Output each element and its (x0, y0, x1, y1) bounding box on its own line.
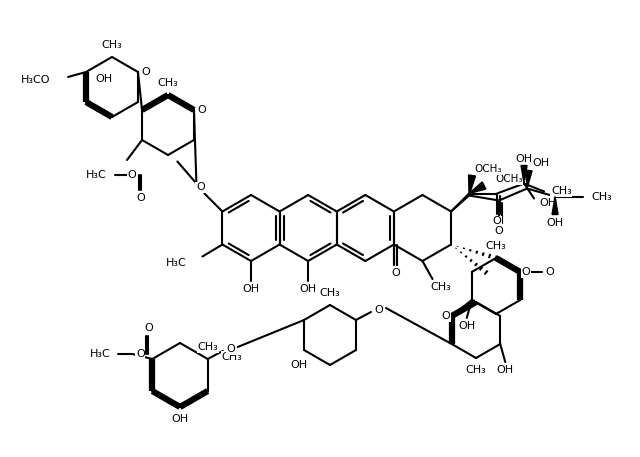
Text: CH₃: CH₃ (551, 186, 572, 197)
Text: OH: OH (515, 154, 532, 164)
Text: O: O (227, 344, 235, 354)
Text: O: O (141, 67, 150, 77)
Text: H₃C: H₃C (90, 349, 110, 359)
Polygon shape (521, 165, 527, 184)
Text: O: O (546, 267, 555, 277)
Text: O: O (374, 305, 383, 315)
Text: H₃CO: H₃CO (20, 75, 50, 85)
Text: OH: OH (95, 74, 113, 84)
Polygon shape (552, 197, 558, 214)
Text: OH: OH (532, 159, 549, 169)
Text: OH: OH (172, 414, 189, 424)
Polygon shape (469, 182, 486, 193)
Text: O: O (198, 105, 206, 115)
Text: CH₃: CH₃ (430, 282, 451, 292)
Text: O: O (144, 323, 153, 333)
Text: O: O (196, 182, 205, 192)
Text: CH₃: CH₃ (102, 40, 122, 50)
Text: O: O (391, 267, 400, 277)
Text: O: O (127, 170, 136, 180)
Text: CH₃: CH₃ (466, 365, 486, 375)
Text: CH₃: CH₃ (157, 78, 179, 88)
Text: OH: OH (497, 365, 514, 375)
Text: O: O (522, 267, 531, 277)
Text: CH₃: CH₃ (319, 288, 340, 298)
Text: O: O (137, 193, 145, 203)
Text: O: O (442, 311, 450, 321)
Text: O: O (493, 217, 501, 227)
Polygon shape (468, 175, 476, 196)
Text: OH: OH (539, 198, 556, 208)
Polygon shape (526, 170, 532, 188)
Text: CH₃: CH₃ (221, 352, 243, 362)
Text: CH₃: CH₃ (197, 342, 218, 352)
Text: OCH₃: OCH₃ (474, 165, 502, 175)
Text: OH: OH (291, 360, 308, 370)
Text: OH: OH (243, 284, 260, 294)
Text: OH: OH (300, 284, 317, 294)
Text: OH: OH (458, 321, 476, 331)
Text: O: O (390, 267, 398, 277)
Text: H₃C: H₃C (166, 257, 186, 267)
Text: OH: OH (547, 218, 564, 228)
Text: H₃C: H₃C (86, 170, 107, 180)
Text: CH₃: CH₃ (591, 191, 612, 202)
Text: O: O (495, 225, 504, 235)
Text: OCH₃: OCH₃ (495, 175, 522, 185)
Text: O: O (136, 349, 145, 359)
Text: CH₃: CH₃ (486, 241, 506, 251)
